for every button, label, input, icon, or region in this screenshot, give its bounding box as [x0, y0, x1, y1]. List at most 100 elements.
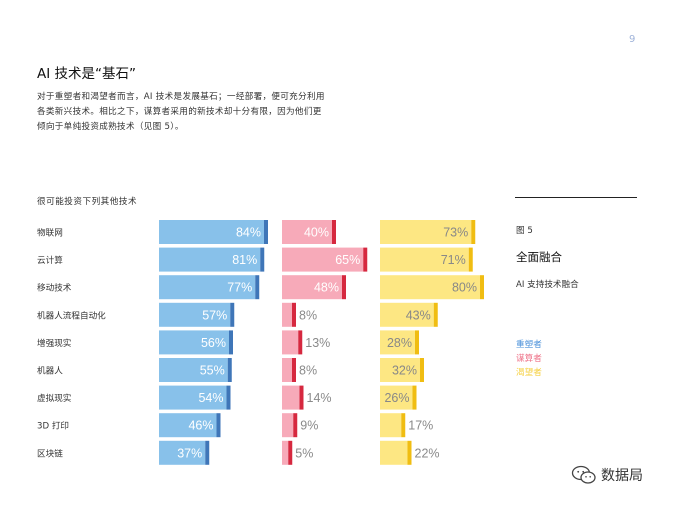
- bar: [380, 247, 469, 272]
- data-label: 8%: [299, 364, 317, 378]
- data-label: 55%: [200, 364, 225, 378]
- bar-accent: [412, 385, 417, 410]
- data-label: 32%: [392, 364, 417, 378]
- watermark: 数据局: [571, 465, 643, 485]
- bar-accent: [226, 385, 231, 410]
- bar: [159, 385, 227, 410]
- data-label: 80%: [452, 281, 477, 295]
- bar-accent: [298, 330, 303, 355]
- bar-accent: [205, 440, 210, 465]
- bar: [282, 440, 289, 465]
- bar-accent: [264, 220, 268, 244]
- category-label: 区块链: [37, 447, 63, 459]
- bar: [159, 247, 261, 272]
- data-label: 5%: [295, 446, 313, 460]
- data-label: 14%: [307, 391, 332, 405]
- bar-accent: [342, 275, 346, 300]
- bar-accent: [420, 358, 424, 382]
- bar-accent: [229, 330, 233, 355]
- bar-accent: [401, 413, 406, 438]
- bar: [282, 413, 294, 438]
- category-label: 移动技术: [37, 282, 72, 294]
- bar-accent: [468, 247, 473, 272]
- bar: [380, 440, 408, 465]
- figure-subtitle: AI 支持技术融合: [516, 280, 579, 290]
- chart-subtitle: 很可能投资下列其他技术: [37, 197, 138, 207]
- bar: [380, 330, 415, 355]
- bar: [282, 247, 364, 272]
- chart-legend: 重塑者 谋算者 渴望者: [516, 338, 542, 380]
- bar: [380, 275, 480, 300]
- bar-accent: [407, 440, 412, 465]
- bar-accent: [363, 247, 368, 272]
- bar-accent: [292, 358, 296, 382]
- bar: [282, 385, 300, 410]
- bar: [282, 220, 332, 244]
- data-label: 54%: [198, 391, 223, 405]
- data-label: 40%: [304, 226, 329, 240]
- bar-accent: [415, 330, 419, 355]
- bar: [159, 275, 256, 300]
- bar: [380, 220, 472, 244]
- bar: [282, 330, 299, 355]
- bar: [282, 302, 292, 327]
- bar: [380, 413, 402, 438]
- legend-item-aspirants: 渴望者: [516, 368, 542, 378]
- category-label: 物联网: [37, 227, 63, 239]
- data-label: 37%: [177, 446, 202, 460]
- figure-title: 全面融合: [516, 250, 562, 264]
- bar: [159, 413, 217, 438]
- legend-item-reshapers: 重塑者: [516, 340, 542, 350]
- bar: [159, 220, 264, 244]
- data-label: 84%: [236, 226, 261, 240]
- bar: [159, 302, 231, 327]
- category-label: 机器人: [37, 365, 63, 377]
- data-label: 46%: [188, 419, 213, 433]
- bar-accent: [227, 358, 232, 382]
- data-label: 71%: [441, 253, 466, 267]
- figure-divider: [515, 197, 637, 198]
- data-label: 26%: [384, 391, 409, 405]
- bar-accent: [332, 220, 336, 244]
- data-label: 13%: [305, 336, 330, 350]
- bar: [282, 358, 292, 382]
- bar-accent: [255, 275, 260, 300]
- bar-accent: [293, 413, 298, 438]
- data-label: 8%: [299, 308, 317, 322]
- bar: [159, 330, 229, 355]
- category-label: 增强现实: [37, 337, 72, 349]
- bar: [380, 385, 413, 410]
- data-label: 57%: [202, 308, 227, 322]
- bar: [159, 358, 228, 382]
- bar-accent: [288, 440, 293, 465]
- category-label: 3D 打印: [37, 420, 69, 432]
- bar-accent: [471, 220, 476, 244]
- bar-accent: [260, 247, 265, 272]
- data-label: 73%: [443, 226, 468, 240]
- data-label: 65%: [335, 253, 360, 267]
- category-label: 虚拟现实: [37, 392, 72, 404]
- bar-accent: [230, 302, 235, 327]
- data-label: 28%: [387, 336, 412, 350]
- data-label: 81%: [232, 253, 257, 267]
- bar: [380, 302, 434, 327]
- wechat-icon: [571, 465, 596, 484]
- bar: [380, 358, 420, 382]
- bar-accent: [433, 302, 438, 327]
- figure-label: 图 5: [516, 226, 533, 236]
- category-label: 机器人流程自动化: [37, 309, 106, 321]
- data-label: 77%: [227, 281, 252, 295]
- bar-accent: [299, 385, 304, 410]
- bar: [159, 440, 206, 465]
- data-label: 22%: [415, 446, 440, 460]
- data-label: 9%: [300, 419, 318, 433]
- intro-paragraph: 对于重塑者和渴望者而言，AI 技术是发展基石；一经部署，便可充分利用各类新兴技术…: [37, 92, 325, 132]
- data-label: 48%: [314, 281, 339, 295]
- watermark-text: 数据局: [601, 468, 643, 484]
- category-label: 云计算: [37, 254, 63, 266]
- page-number: 9: [629, 34, 636, 45]
- section-title: AI 技术是“基石”: [37, 66, 136, 82]
- data-label: 43%: [406, 308, 431, 322]
- bar-accent: [216, 413, 221, 438]
